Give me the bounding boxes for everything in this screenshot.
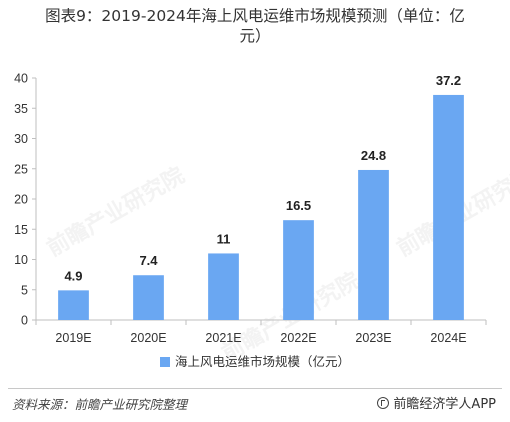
x-tick-label: 2019E — [55, 331, 91, 345]
x-tick-label: 2023E — [355, 331, 391, 345]
y-tick-label: 10 — [14, 253, 28, 267]
footer-divider — [8, 388, 502, 389]
y-tick-label: 35 — [14, 102, 28, 116]
x-tick-label: 2022E — [280, 331, 316, 345]
data-label: 24.8 — [361, 148, 386, 163]
chart-title: 图表9：2019-2024年海上风电运维市场规模预测（单位：亿 元） — [0, 6, 510, 46]
y-tick-label: 30 — [14, 132, 28, 146]
source-note: 资料来源：前瞻产业研究院整理 — [12, 397, 188, 412]
legend-label: 海上风电运维市场规模（亿元） — [175, 354, 350, 369]
y-tick-label: 15 — [14, 223, 28, 237]
bar — [283, 220, 314, 320]
y-tick-label: 40 — [14, 72, 28, 86]
y-tick-label: 5 — [21, 283, 28, 297]
y-tick-label: 25 — [14, 162, 28, 176]
legend-swatch — [160, 357, 170, 367]
brand-logo-icon — [377, 396, 390, 409]
data-label: 37.2 — [436, 73, 461, 88]
brand-credit: 前瞻经济学人APP — [377, 393, 496, 412]
bar — [58, 290, 89, 320]
data-label: 16.5 — [286, 198, 311, 213]
y-tick-label: 0 — [21, 314, 28, 328]
brand-name: 前瞻经济学人APP — [393, 397, 496, 412]
data-label: 4.9 — [64, 268, 82, 283]
chart-title-line-2: 元） — [239, 27, 271, 45]
data-label: 11 — [217, 231, 231, 246]
y-tick-label: 20 — [14, 193, 28, 207]
bar — [208, 253, 239, 320]
x-tick-label: 2021E — [205, 331, 241, 345]
data-label: 7.4 — [139, 253, 158, 268]
bar — [133, 275, 164, 320]
bar — [358, 169, 389, 320]
bar — [433, 94, 464, 320]
chart-title-line-1: 图表9：2019-2024年海上风电运维市场规模预测（单位：亿 — [45, 7, 465, 25]
x-tick-label: 2024E — [430, 331, 466, 345]
x-tick-label: 2020E — [130, 331, 166, 345]
